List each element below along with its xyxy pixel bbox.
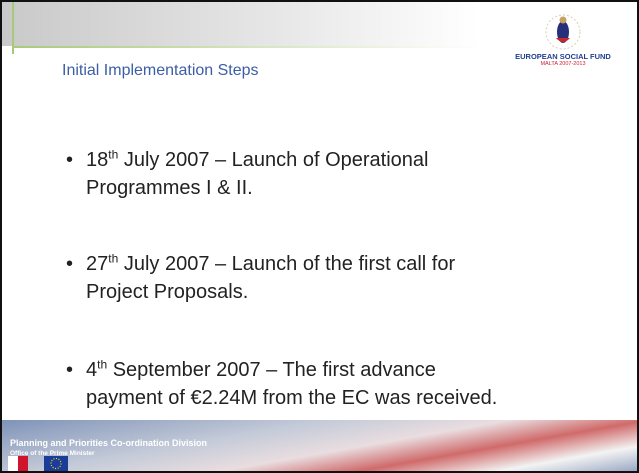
bullet-item: • 27th July 2007 – Launch of the first c… — [66, 250, 455, 306]
malta-flag-white — [8, 456, 18, 471]
date-suffix: th — [108, 251, 119, 266]
logo-subtext: MALTA 2007-2013 — [540, 61, 586, 67]
bullet-text: Programmes I & II. — [86, 177, 253, 199]
malta-flag-red — [18, 456, 28, 471]
bullet-text: Project Proposals. — [86, 281, 249, 303]
bullet-text: payment of €2.24M from the EC was receiv… — [86, 387, 498, 409]
bullet-item: • 18th July 2007 – Launch of Operational… — [66, 146, 428, 202]
bullet-text: July 2007 – Launch of Operational — [118, 149, 429, 171]
eu-stars — [50, 457, 62, 470]
date-suffix: th — [97, 357, 108, 372]
footer-division: Planning and Priorities Co-ordination Di… — [10, 438, 208, 448]
footer-banner: Planning and Priorities Co-ordination Di… — [2, 420, 637, 471]
accent-line — [12, 2, 14, 54]
footer-office: Office of the Prime Minister — [10, 450, 95, 457]
bullet-item: • 4th September 2007 – The first advance… — [66, 356, 497, 412]
date-day: 27 — [86, 253, 109, 275]
date-day: 18 — [86, 149, 109, 171]
logo-emblem — [545, 14, 581, 50]
date-suffix: th — [108, 147, 119, 162]
logo-text: EUROPEAN SOCIAL FUND — [515, 52, 611, 61]
top-bar — [2, 2, 637, 46]
slide-title: Initial Implementation Steps — [62, 62, 259, 79]
eu-flag — [44, 456, 68, 471]
accent-line — [12, 46, 482, 48]
esf-logo: EUROPEAN SOCIAL FUND MALTA 2007-2013 — [504, 10, 622, 74]
bullet-text: September 2007 – The first advance — [107, 359, 436, 381]
bullet-text: July 2007 – Launch of the first call for — [118, 253, 456, 275]
flags — [8, 456, 68, 471]
date-day: 4 — [86, 359, 98, 381]
